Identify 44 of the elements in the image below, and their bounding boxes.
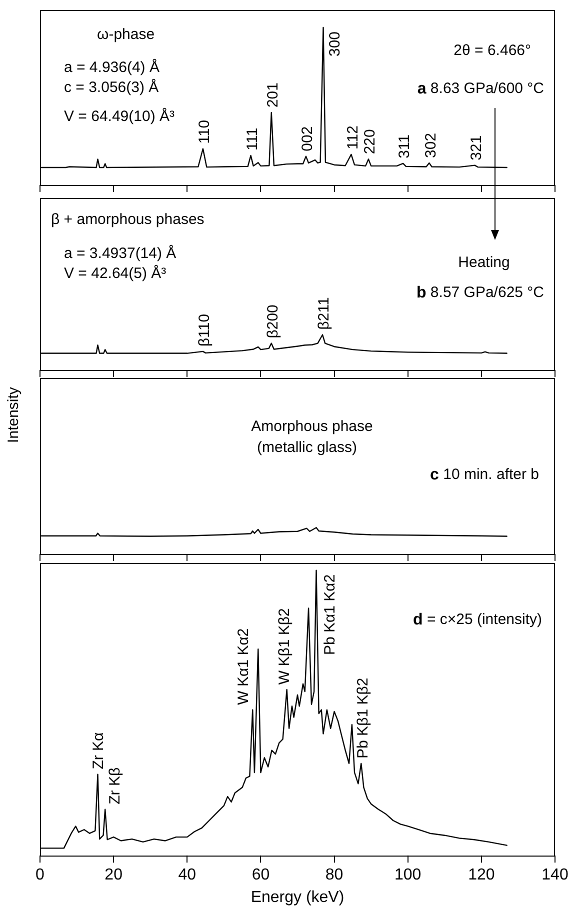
annotation: a 8.63 GPa/600 °C xyxy=(417,80,544,98)
annotation: Zr Kα xyxy=(90,732,107,770)
x-tick-label: 100 xyxy=(394,866,422,884)
text: a = 3.4937(14) Å xyxy=(64,244,176,262)
annotation: W Kα1 Kα2 xyxy=(234,628,252,705)
annotation: c = 3.056(3) Å xyxy=(64,78,159,96)
annotation: 112 xyxy=(344,126,362,150)
annotation: 302 xyxy=(422,132,440,158)
annotation: 201 xyxy=(264,82,282,108)
annotation: W Kβ1 Kβ2 xyxy=(276,608,293,685)
annotation: β200 xyxy=(264,304,282,338)
annotation: Pb Kα1 Kα2 xyxy=(321,574,338,656)
x-tick-label: 0 xyxy=(36,866,45,884)
annotation: 311 xyxy=(396,134,414,158)
x-tick-label: 40 xyxy=(178,866,196,884)
annotation: Zr Kβ xyxy=(106,767,124,804)
text: β + amorphous phases xyxy=(51,211,204,228)
x-tick-label: 80 xyxy=(325,866,344,884)
y-axis-title: Intensity xyxy=(5,386,22,443)
x-tick-label: 140 xyxy=(542,866,568,884)
annotation: 002 xyxy=(299,126,316,152)
annotation: a = 4.936(4) Å xyxy=(64,58,160,76)
text: Amorphous phase xyxy=(251,418,373,436)
annotation: 321 xyxy=(468,135,485,160)
annotation: Pb Kβ1 Kβ2 xyxy=(354,678,372,758)
annotation: 2θ = 6.466° xyxy=(454,42,532,60)
text: Heating xyxy=(458,254,510,272)
x-tick-label: 20 xyxy=(104,866,123,884)
annotation: 110 xyxy=(196,120,214,144)
x-tick-label: 120 xyxy=(468,866,495,884)
x-axis-title: Energy (keV) xyxy=(250,888,344,906)
text: b 8.57 GPa/625 °C xyxy=(416,284,544,302)
annotation: 300 xyxy=(326,31,344,57)
annotation: ω-phase xyxy=(97,26,155,44)
annotation: 111 xyxy=(244,128,261,151)
annotation: β110 xyxy=(196,314,214,346)
annotation: V = 64.49(10) Å³ xyxy=(64,107,174,126)
annotation: 220 xyxy=(362,129,379,154)
x-tick-label: 60 xyxy=(252,866,270,884)
text: V = 42.64(5) Å³ xyxy=(64,264,166,282)
annotation: d = c×25 (intensity) xyxy=(413,611,542,628)
text: c 10 min. after b xyxy=(430,466,540,484)
annotation: β211 xyxy=(316,297,333,330)
text: (metallic glass) xyxy=(256,439,358,456)
